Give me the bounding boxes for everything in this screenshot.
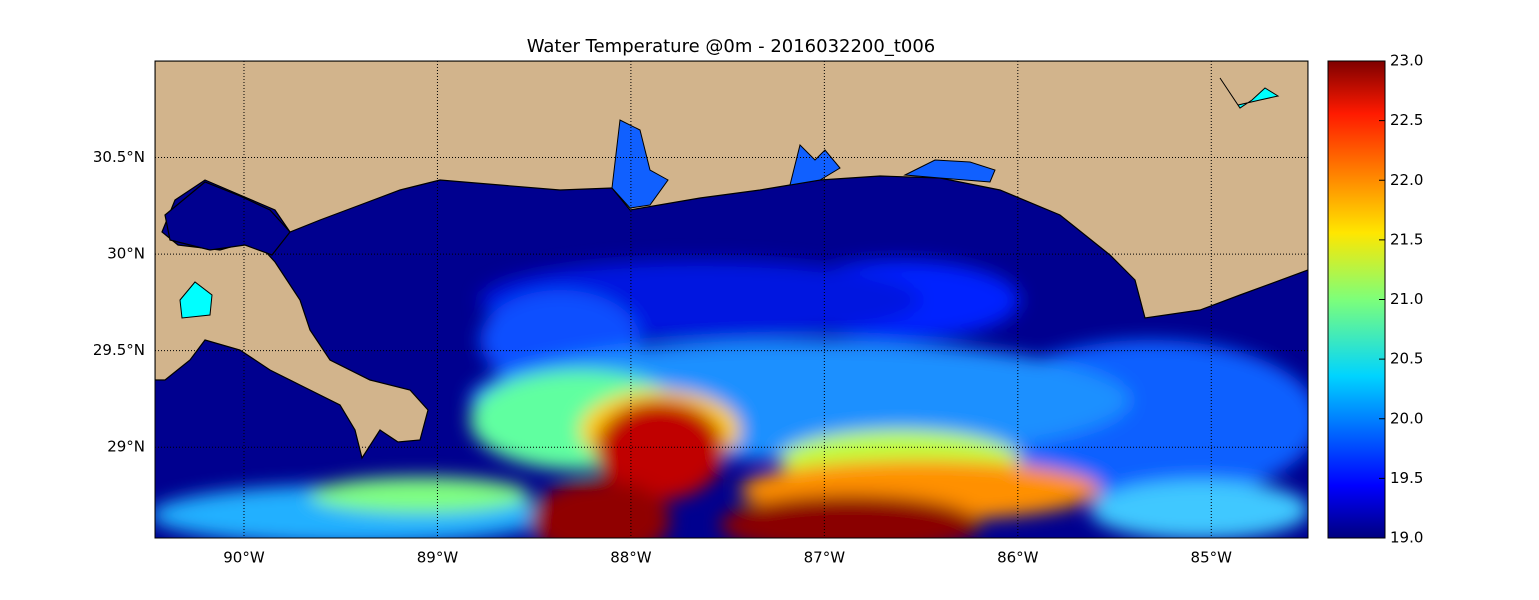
colorbar-tick-label: 21.5 bbox=[1390, 230, 1423, 248]
x-tick-label: 89°W bbox=[417, 549, 459, 567]
colorbar-tick-label: 23.0 bbox=[1390, 52, 1423, 70]
x-tick-label: 86°W bbox=[997, 549, 1039, 567]
colorbar-tick-label: 22.5 bbox=[1390, 111, 1423, 129]
lake bbox=[164, 181, 291, 256]
colorbar-tick-label: 19.0 bbox=[1390, 529, 1423, 547]
bay bbox=[611, 119, 669, 209]
land bbox=[155, 61, 1308, 460]
map-area bbox=[155, 61, 1308, 538]
colorbar bbox=[1327, 60, 1386, 539]
y-tick-label: 30.5°N bbox=[93, 148, 145, 166]
lake-small bbox=[1219, 77, 1280, 109]
x-tick-label: 85°W bbox=[1191, 549, 1233, 567]
colorbar-tick-label: 20.0 bbox=[1390, 409, 1423, 427]
x-tick-label: 88°W bbox=[610, 549, 652, 567]
bay bbox=[789, 144, 841, 186]
x-tick-label: 87°W bbox=[804, 549, 846, 567]
axes-frame bbox=[154, 60, 1309, 539]
colorbar-tick-label: 21.0 bbox=[1390, 290, 1423, 308]
y-tick-label: 29.5°N bbox=[93, 341, 145, 359]
temperature-field bbox=[155, 260, 1308, 538]
map-title: Water Temperature @0m - 2016032200_t006 bbox=[527, 36, 936, 57]
x-tick-label: 90°W bbox=[223, 549, 265, 567]
y-tick-label: 30°N bbox=[107, 245, 145, 263]
y-tick-label: 29°N bbox=[107, 438, 145, 456]
bay bbox=[903, 159, 996, 183]
lake-small bbox=[179, 281, 213, 319]
colorbar-tick-label: 19.5 bbox=[1390, 469, 1423, 487]
colorbar-tick-label: 20.5 bbox=[1390, 350, 1423, 368]
colorbar-tick-label: 22.0 bbox=[1390, 171, 1423, 189]
